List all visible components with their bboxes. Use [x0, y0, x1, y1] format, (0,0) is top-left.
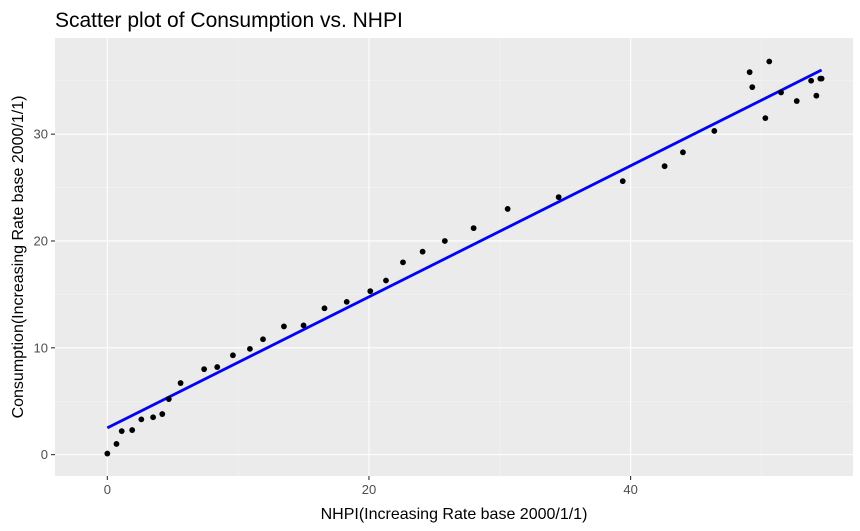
- scatter-point: [214, 364, 221, 370]
- scatter-point: [247, 345, 253, 352]
- scatter-point: [104, 450, 111, 457]
- y-tick-label: 10: [34, 340, 48, 355]
- scatter-point: [300, 322, 307, 329]
- scatter-point: [680, 149, 686, 156]
- scatter-point: [470, 225, 477, 232]
- scatter-point: [343, 298, 350, 305]
- scatter-point: [383, 277, 389, 284]
- x-tick-label: 20: [362, 482, 376, 497]
- fit-line: [106, 68, 823, 430]
- scatter-point: [504, 206, 511, 212]
- chart-title: Scatter plot of Consumption vs. NHPI: [55, 9, 403, 32]
- scatter-point: [260, 336, 266, 343]
- scatter-point: [419, 248, 426, 255]
- scatter-point: [619, 178, 626, 185]
- scatter-point: [150, 414, 157, 421]
- scatter-point: [367, 288, 374, 295]
- data-points: [104, 58, 825, 457]
- scatter-point: [177, 380, 184, 386]
- scatter-point: [661, 163, 668, 170]
- scatter-point: [808, 77, 815, 84]
- scatter-point: [778, 89, 784, 96]
- grid-lines: [55, 38, 853, 476]
- scatter-point: [441, 238, 448, 244]
- scatter-point: [555, 194, 562, 201]
- axis-ticks: [51, 133, 632, 480]
- scatter-point: [281, 323, 287, 330]
- x-tick-label: 40: [623, 482, 637, 497]
- scatter-point: [746, 69, 753, 76]
- y-tick-label: 20: [34, 233, 48, 248]
- scatter-point: [159, 411, 166, 417]
- scatter-point: [113, 441, 120, 447]
- regression-line: [106, 68, 823, 430]
- plot-panel: [55, 38, 853, 476]
- y-tick-label: 30: [34, 127, 48, 142]
- y-axis-title: Consumption(Increasing Rate base 2000/1/…: [10, 96, 27, 419]
- scatter-point: [321, 305, 328, 312]
- scatter-point: [129, 427, 136, 433]
- scatter-point: [749, 84, 756, 91]
- scatter-point: [818, 75, 825, 82]
- scatter-point: [400, 259, 406, 266]
- x-axis-title: NHPI(Increasing Rate base 2000/1/1): [321, 506, 588, 523]
- scatter-point: [711, 128, 718, 134]
- scatter-point: [201, 366, 208, 373]
- scatter-point: [793, 98, 800, 104]
- y-tick-label: 0: [41, 447, 48, 462]
- scatter-point: [165, 396, 172, 402]
- scatter-point: [138, 416, 145, 423]
- scatter-point: [118, 428, 125, 435]
- axis-tick-labels: 0 20 40 0 10 20 30: [34, 127, 638, 497]
- scatter-point: [230, 352, 236, 359]
- scatter-point: [813, 92, 820, 99]
- x-tick-label: 0: [104, 482, 111, 497]
- scatter-point: [762, 115, 769, 122]
- scatter-point: [766, 58, 773, 65]
